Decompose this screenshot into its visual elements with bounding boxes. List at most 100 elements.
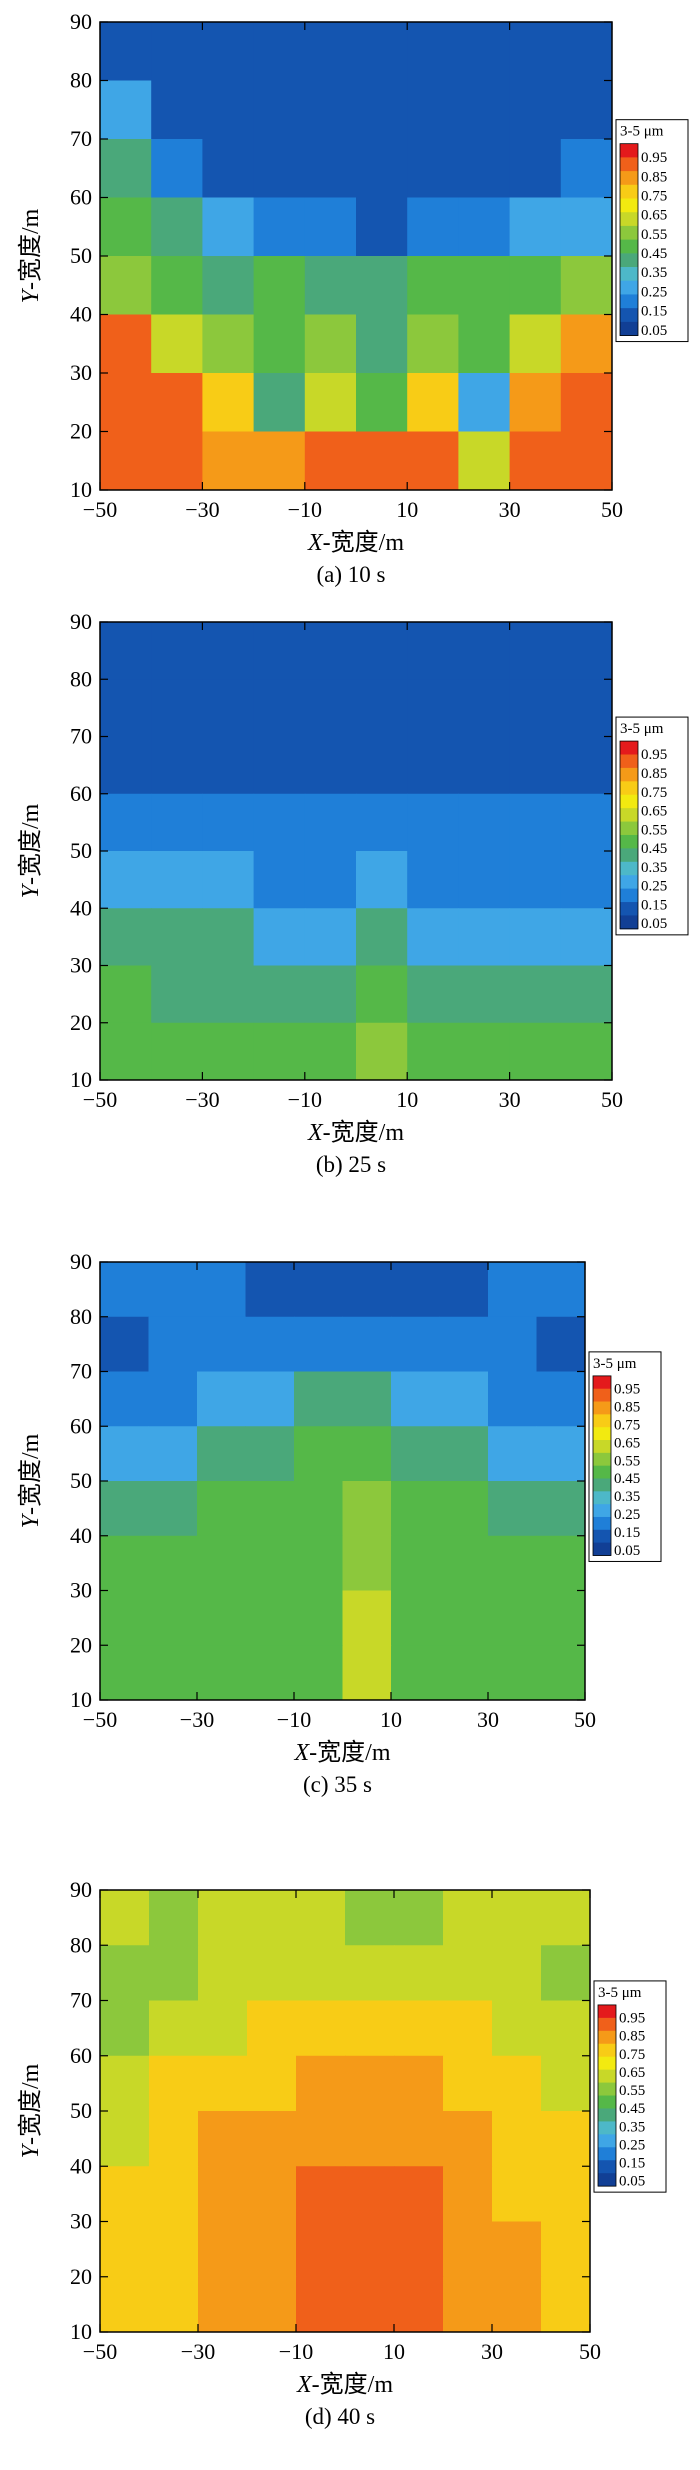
heatmap-cell [443, 1945, 493, 2001]
heatmap-cell [100, 139, 152, 198]
y-tick-label: 80 [70, 666, 92, 691]
heatmap-cell [296, 2276, 346, 2333]
heatmap-panel-2: −50 −30 −10 10 30 50 10 20 30 40 50 60 70 80 90 X-宽度/m Y… [17, 609, 689, 1177]
heatmap-cell [149, 2166, 199, 2222]
heatmap-cell [304, 851, 357, 909]
heatmap-cell [151, 908, 203, 966]
heatmap-cell [148, 1481, 198, 1537]
x-tick-label: 50 [601, 497, 623, 522]
heatmap-cell [304, 908, 357, 966]
heatmap-cell [536, 1316, 586, 1372]
colorbar-swatch [593, 1414, 611, 1428]
heatmap-cell [149, 2000, 199, 2057]
heatmap-cell [394, 1945, 444, 2001]
heatmap-cell [202, 1022, 255, 1081]
heatmap-cell [407, 622, 459, 680]
heatmap-cell [541, 2166, 591, 2222]
y-tick-label: 20 [70, 2264, 92, 2289]
x-tick-label: −30 [181, 2339, 215, 2364]
heatmap-cell [541, 1945, 591, 2001]
heatmap-cell [356, 793, 408, 852]
heatmap-cell [247, 1890, 297, 1946]
heatmap-cell [296, 2055, 346, 2112]
heatmap-cell [509, 851, 562, 909]
colorbar-swatch [593, 1478, 611, 1492]
colorbar-swatch [598, 2004, 616, 2019]
heatmap-cell [304, 965, 357, 1024]
x-tick-label: 10 [396, 497, 418, 522]
heatmap-cell [245, 1316, 295, 1372]
heatmap-cell [100, 431, 152, 491]
heatmap-cell [345, 1945, 395, 2001]
heatmap-cell [294, 1590, 343, 1646]
heatmap-cell [100, 256, 152, 315]
heatmap-cell [198, 2111, 248, 2167]
x-tick-label: −50 [83, 2339, 117, 2364]
heatmap-cell [197, 1481, 246, 1537]
heatmap-cell [492, 1945, 542, 2001]
heatmap-cell [253, 197, 306, 257]
heatmap-cell [458, 80, 511, 140]
heatmap-cell [202, 80, 255, 140]
x-tick-label: −10 [288, 1087, 322, 1112]
colorbar-swatch [620, 308, 638, 323]
heatmap-cell [407, 793, 459, 852]
colorbar-level-label: 0.75 [619, 2047, 645, 2063]
heatmap-cell [541, 1890, 591, 1946]
colorbar-swatch [620, 267, 638, 282]
heatmap-cell [458, 622, 511, 680]
colorbar-swatch [598, 2160, 616, 2174]
heatmap-cell [342, 1590, 392, 1646]
heatmap-cell [100, 965, 152, 1024]
x-axis-label: X-宽度/m [307, 1119, 404, 1146]
colorbar-title: 3-5 μm [620, 721, 664, 737]
heatmap-cell [509, 679, 562, 737]
heatmap-cell [202, 22, 255, 81]
panel-caption: (a) 10 s [317, 562, 386, 587]
heatmap-cell [148, 1316, 198, 1372]
heatmap-cell [197, 1262, 246, 1318]
colorbar-level-label: 0.35 [641, 860, 667, 876]
y-tick-label: 40 [70, 895, 92, 920]
colorbar-level-label: 0.55 [614, 1453, 640, 1469]
heatmap-cell [304, 793, 357, 852]
heatmap-cell [304, 80, 357, 140]
x-tick-label: 50 [579, 2339, 601, 2364]
heatmap-cell [509, 80, 562, 140]
colorbar-swatch [620, 294, 638, 309]
heatmap-cell [509, 622, 562, 680]
heatmap-cell [100, 373, 152, 432]
y-axis-label: Y-宽度/m [17, 1433, 44, 1528]
colorbar-swatch [598, 2056, 616, 2071]
heatmap-cell [488, 1426, 537, 1482]
heatmap-cell [253, 622, 306, 680]
heatmap-cell [391, 1535, 440, 1591]
heatmap-panel-4: −50 −30 −10 10 30 50 10 20 30 40 50 60 70 80 90 X-宽度/m Y… [17, 1877, 667, 2429]
heatmap-cell [151, 679, 203, 737]
colorbar-level-label: 0.05 [614, 1543, 640, 1559]
heatmap-cell [391, 1645, 440, 1701]
heatmap-cell [151, 622, 203, 680]
colorbar-swatch [620, 171, 638, 186]
heatmap-cell [202, 736, 255, 795]
heatmap-cell [492, 2111, 542, 2167]
heatmap-cell [458, 139, 511, 198]
colorbar-title: 3-5 μm [598, 1985, 642, 2001]
heatmap-cell [345, 2000, 395, 2057]
y-tick-label: 40 [70, 2153, 92, 2178]
heatmap-cell [356, 256, 408, 315]
y-tick-label: 60 [70, 781, 92, 806]
heatmap-cell [294, 1262, 343, 1318]
heatmap-cell [407, 373, 459, 432]
x-tick-label: 10 [380, 1707, 402, 1732]
heatmap-cell [304, 679, 357, 737]
y-tick-label: 90 [70, 9, 92, 34]
heatmap-cell [100, 1316, 149, 1372]
y-axis-label: Y-宽度/m [17, 803, 44, 898]
colorbar-swatch [593, 1375, 611, 1390]
colorbar-level-label: 0.15 [619, 2156, 645, 2172]
colorbar-swatch [593, 1388, 611, 1402]
heatmap-cell [253, 1022, 306, 1081]
x-tick-label: 50 [601, 1087, 623, 1112]
heatmap-cell [202, 314, 255, 374]
